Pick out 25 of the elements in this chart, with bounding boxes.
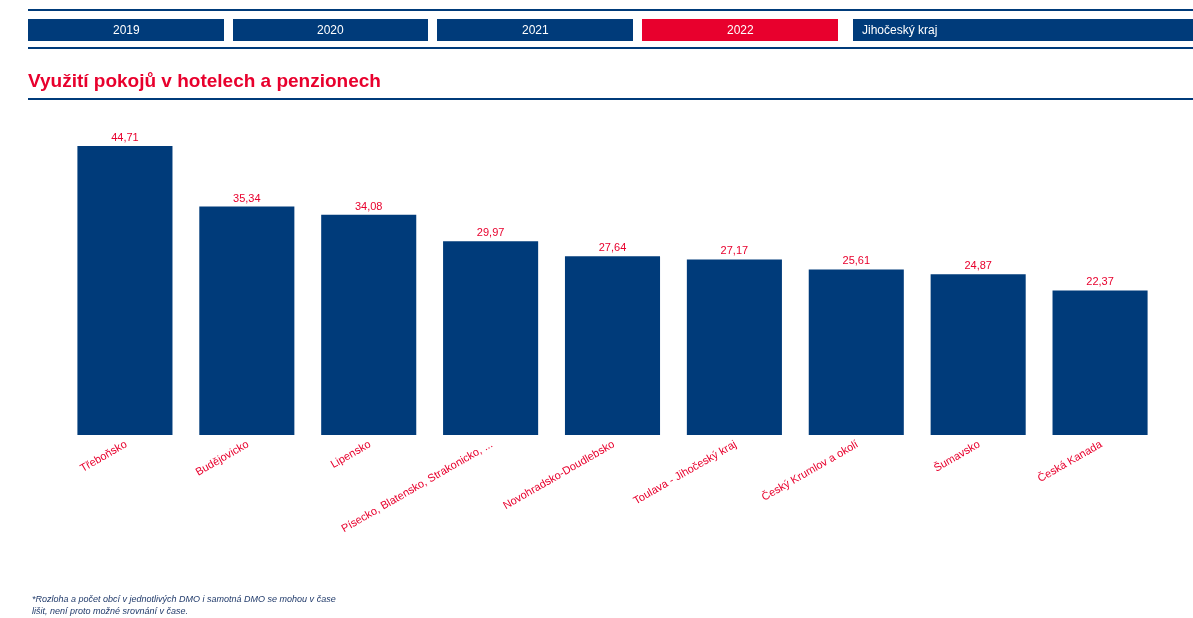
- data-label: 34,08: [354, 199, 383, 212]
- bar: [443, 241, 539, 435]
- text: 2019: [113, 23, 141, 37]
- data-label: 25,61: [842, 254, 871, 267]
- data-label: 22,37: [1086, 275, 1114, 288]
- bar: [808, 269, 904, 435]
- text: 2020: [317, 23, 345, 37]
- bar: [77, 146, 173, 435]
- text: 2021: [522, 23, 550, 37]
- text: *Rozloha a počet obcí v jednotlivých DMO i samotná DMO se mohou v čase lišit, není proto možné srovnání v čase.: [32, 594, 336, 616]
- bar: [321, 214, 417, 435]
- data-label: 29,97: [476, 226, 505, 239]
- text: 2022: [727, 23, 755, 37]
- text: Jihočeský kraj: [862, 23, 938, 37]
- bar: [564, 256, 661, 435]
- bar: [1052, 290, 1148, 435]
- chart-title: Využití pokojů v hotelech a penzionech: [28, 69, 381, 91]
- data-label: 24,87: [964, 259, 992, 272]
- data-label: 27,17: [720, 244, 749, 257]
- bar: [686, 259, 782, 435]
- data-label: 27,64: [598, 241, 627, 254]
- data-label: 44,71: [111, 131, 139, 144]
- bar: [930, 274, 1026, 435]
- data-label: 35,34: [233, 191, 261, 204]
- bar: [199, 206, 295, 435]
